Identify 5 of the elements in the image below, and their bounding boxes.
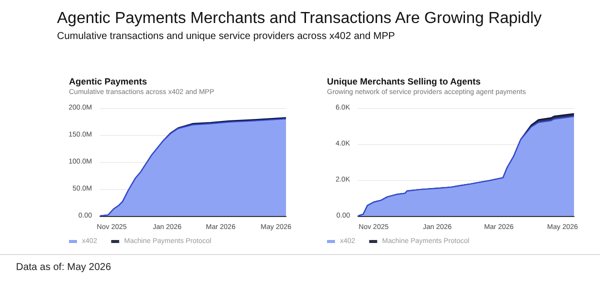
text: Data as of: May 2026 [16, 262, 112, 273]
text: Cumulative transactions and unique service providers across x402 and MPP [57, 31, 395, 42]
text: Agentic Payments Merchants and Transactions Are Growing Rapidly [57, 10, 542, 28]
chart-title: Agentic Payments [69, 76, 148, 86]
chart-title: Unique Merchants Selling to Agents [327, 76, 481, 86]
